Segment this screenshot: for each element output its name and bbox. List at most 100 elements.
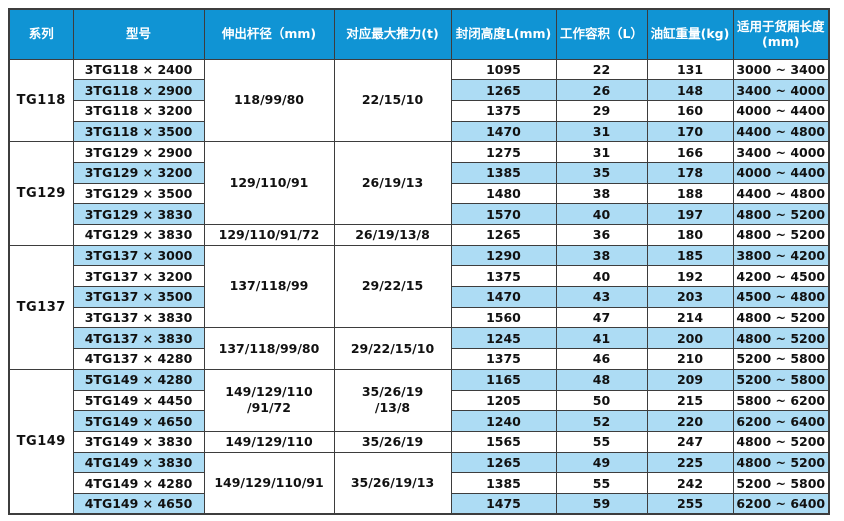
model-cell: 3TG118 × 2400	[72, 58, 205, 81]
header-rod-diameter: 伸出杆径（mm)	[203, 8, 335, 60]
model-cell: 3TG137 × 3200	[72, 265, 205, 288]
series-cell: TG137	[8, 244, 74, 370]
model-cell: 3TG149 × 3830	[72, 430, 205, 453]
cylinder-weight-cell: 215	[646, 389, 734, 412]
cylinder-weight-cell: 247	[646, 430, 734, 453]
box-length-cell: 4000 ~ 4400	[732, 99, 830, 122]
working-volume-cell: 38	[555, 244, 648, 267]
cylinder-weight-cell: 188	[646, 182, 734, 205]
working-volume-cell: 55	[555, 430, 648, 453]
table-row: 3TG129 × 3200 1385 35 178 4000 ~ 4400	[9, 161, 830, 184]
working-volume-cell: 22	[555, 58, 648, 81]
rod-diameter-cell: 129/110/91	[203, 141, 335, 225]
box-length-cell: 4800 ~ 5200	[732, 306, 830, 329]
cylinder-weight-cell: 200	[646, 327, 734, 350]
series-cell: TG149	[8, 368, 74, 515]
table-header: 系列 型号 伸出杆径（mm) 对应最大推力(t) 封闭高度L(mm) 工作容积（…	[8, 8, 830, 60]
closed-height-cell: 1265	[450, 451, 557, 474]
cylinder-weight-cell: 180	[646, 224, 734, 246]
rod-diameter-cell: 137/118/99/80	[203, 327, 335, 370]
cylinder-weight-cell: 170	[646, 120, 734, 143]
box-length-cell: 5200 ~ 5800	[732, 472, 830, 494]
closed-height-cell: 1245	[450, 327, 557, 350]
header-model: 型号	[72, 8, 205, 60]
max-thrust-cell: 35/26/19/13	[333, 451, 452, 515]
cylinder-weight-cell: 148	[646, 79, 734, 101]
working-volume-cell: 41	[555, 327, 648, 350]
model-cell: 3TG118 × 3500	[72, 120, 205, 143]
header-working-volume: 工作容积（L）	[555, 8, 648, 60]
table-row: TG129 3TG129 × 2900 129/110/91 26/19/13 1275…	[8, 141, 830, 246]
table-row: TG149 5TG149 × 4280 149/129/110 /91/72 35/2…	[8, 368, 830, 515]
working-volume-cell: 38	[555, 182, 648, 205]
header-series: 系列	[8, 8, 74, 60]
closed-height-cell: 1560	[450, 306, 557, 329]
cylinder-weight-cell: 214	[646, 306, 734, 329]
working-volume-cell: 49	[555, 451, 648, 474]
working-volume-cell: 50	[555, 389, 648, 412]
closed-height-cell: 1275	[450, 141, 557, 163]
spec-table: 系列 型号 伸出杆径（mm) 对应最大推力(t) 封闭高度L(mm) 工作容积（…	[8, 8, 830, 516]
cylinder-weight-cell: 255	[646, 492, 734, 515]
max-thrust-cell: 35/26/19 /13/8	[333, 368, 452, 432]
table-row: 3TG118 × 3500 1470 31 170 4400 ~ 4800	[9, 120, 830, 143]
table-row: 3TG137 × 3200 1375 40 192 4200 ~ 4500	[9, 265, 830, 288]
closed-height-cell: 1375	[450, 265, 557, 288]
working-volume-cell: 26	[555, 79, 648, 101]
box-length-cell: 4000 ~ 4400	[732, 161, 830, 184]
cylinder-weight-cell: 160	[646, 99, 734, 122]
model-cell: 4TG137 × 4280	[72, 348, 205, 370]
model-cell: 3TG129 × 3200	[72, 161, 205, 184]
closed-height-cell: 1265	[450, 224, 557, 246]
rod-diameter-cell: 118/99/80	[203, 58, 335, 143]
closed-height-cell: 1475	[450, 492, 557, 515]
table-row: 3TG118 × 2900 1265 26 148 3400 ~ 4000	[9, 79, 830, 101]
cylinder-weight-cell: 209	[646, 368, 734, 391]
header-closed-height: 封闭高度L(mm)	[450, 8, 557, 60]
table-row: 5TG149 × 4650 1240 52 220 6200 ~ 6400	[9, 410, 830, 432]
closed-height-cell: 1205	[450, 389, 557, 412]
table-row: TG118 3TG118 × 2400 118/99/80 22/15/10 1095 2…	[8, 58, 830, 143]
model-cell: 4TG129 × 3830	[72, 224, 205, 246]
working-volume-cell: 47	[555, 306, 648, 329]
working-volume-cell: 55	[555, 472, 648, 494]
model-cell: 3TG118 × 3200	[72, 99, 205, 122]
table-row: 4TG137 × 3830 137/118/99/80 29/22/15/10 124…	[9, 327, 830, 370]
box-length-cell: 6200 ~ 6400	[732, 410, 830, 432]
cylinder-weight-cell: 203	[646, 286, 734, 308]
table-row: 3TG137 × 3830 1560 47 214 4800 ~ 5200	[9, 306, 830, 329]
box-length-cell: 4800 ~ 5200	[732, 327, 830, 350]
working-volume-cell: 31	[555, 141, 648, 163]
max-thrust-cell: 35/26/19	[333, 430, 452, 453]
header-cylinder-weight: 油缸重量(kg)	[646, 8, 734, 60]
table-row: 3TG129 × 3830 1570 40 197 4800 ~ 5200	[9, 203, 830, 225]
model-cell: 5TG149 × 4650	[72, 410, 205, 432]
rod-diameter-cell: 137/118/99	[203, 244, 335, 329]
working-volume-cell: 35	[555, 161, 648, 184]
box-length-cell: 5200 ~ 5800	[732, 368, 830, 391]
table-row: 4TG129 × 3830 129/110/91/72 26/19/13/8 1265…	[9, 224, 830, 246]
closed-height-cell: 1470	[450, 120, 557, 143]
closed-height-cell: 1385	[450, 472, 557, 494]
rod-diameter-cell: 129/110/91/72	[203, 224, 335, 246]
header-max-thrust: 对应最大推力(t)	[333, 8, 452, 60]
closed-height-cell: 1095	[450, 58, 557, 81]
closed-height-cell: 1165	[450, 368, 557, 391]
closed-height-cell: 1375	[450, 348, 557, 370]
model-cell: 4TG137 × 3830	[72, 327, 205, 350]
cylinder-weight-cell: 192	[646, 265, 734, 288]
model-cell: 4TG149 × 4280	[72, 472, 205, 494]
max-thrust-cell: 29/22/15/10	[333, 327, 452, 370]
model-cell: 5TG149 × 4280	[72, 368, 205, 391]
working-volume-cell: 36	[555, 224, 648, 246]
max-thrust-cell: 26/19/13	[333, 141, 452, 225]
cylinder-weight-cell: 242	[646, 472, 734, 494]
box-length-cell: 4800 ~ 5200	[732, 224, 830, 246]
working-volume-cell: 40	[555, 265, 648, 288]
box-length-cell: 4800 ~ 5200	[732, 203, 830, 225]
model-cell: 3TG137 × 3500	[72, 286, 205, 308]
rod-diameter-cell: 149/129/110	[203, 430, 335, 453]
working-volume-cell: 46	[555, 348, 648, 370]
cylinder-weight-cell: 131	[646, 58, 734, 81]
table-row: 3TG149 × 3830 149/129/110 35/26/19 1565 55 24…	[9, 430, 830, 453]
